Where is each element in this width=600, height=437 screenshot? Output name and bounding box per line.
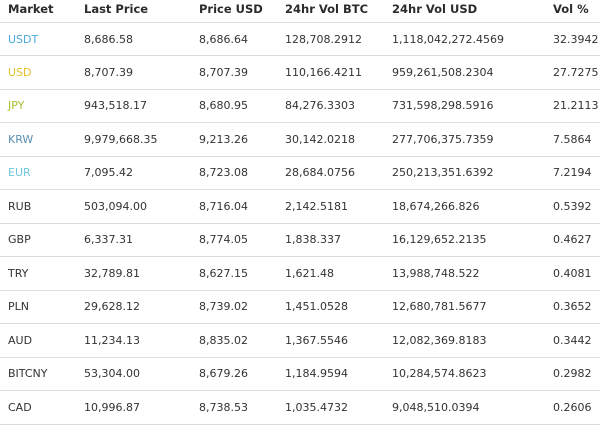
vol-btc-cell: 28,684.0756 xyxy=(285,156,392,190)
last-price-cell: 943,518.17 xyxy=(84,89,199,123)
last-price-cell: 11,234.13 xyxy=(84,323,199,358)
vol-pct-cell: 7.2194 xyxy=(553,156,600,190)
price-usd-cell: 8,679.26 xyxy=(199,357,285,391)
last-price-cell: 8,707.39 xyxy=(84,55,199,90)
vol-usd-cell: 16,129,652.2135 xyxy=(392,223,553,257)
last-price-cell: 32,789.81 xyxy=(84,256,199,291)
vol-pct-cell: 0.2606 xyxy=(553,390,600,425)
market-cell[interactable]: EUR xyxy=(0,156,84,190)
column-header-market[interactable]: Market xyxy=(0,0,84,23)
vol-btc-cell: 84,276.3303 xyxy=(285,89,392,123)
vol-btc-cell: 1,035.4732 xyxy=(285,390,392,425)
price-usd-cell: 8,738.53 xyxy=(199,390,285,425)
table-row: JPY 943,518.17 8,680.95 84,276.3303 731,598,… xyxy=(0,89,600,123)
market-cell[interactable]: JPY xyxy=(0,89,84,123)
last-price-cell: 9,979,668.35 xyxy=(84,122,199,157)
table-row: PLN 29,628.12 8,739.02 1,451.0528 12,680,781… xyxy=(0,290,600,324)
column-header-vol-usd[interactable]: 24hr Vol USD xyxy=(392,0,553,23)
price-usd-cell: 8,716.04 xyxy=(199,189,285,224)
vol-pct-cell: 0.5392 xyxy=(553,189,600,224)
header-row: Market Last Price Price USD 24hr Vol BTC… xyxy=(0,0,600,23)
column-header-last-price[interactable]: Last Price xyxy=(84,0,199,23)
price-usd-cell: 8,627.15 xyxy=(199,256,285,291)
vol-btc-cell: 30,142.0218 xyxy=(285,122,392,157)
price-usd-cell: 8,835.02 xyxy=(199,323,285,358)
vol-pct-cell: 21.2113 xyxy=(553,89,600,123)
column-header-vol-btc[interactable]: 24hr Vol BTC xyxy=(285,0,392,23)
market-cell[interactable]: USDT xyxy=(0,22,84,56)
last-price-cell: 29,628.12 xyxy=(84,290,199,324)
table-row: USDT 8,686.58 8,686.64 128,708.2912 1,118,04… xyxy=(0,22,600,56)
table-row: BITCNY 53,304.00 8,679.26 1,184.9594 10,284,… xyxy=(0,357,600,391)
price-usd-cell: 8,686.64 xyxy=(199,22,285,56)
vol-pct-cell: 32.3942 xyxy=(553,22,600,56)
vol-btc-cell: 1,184.9594 xyxy=(285,357,392,391)
vol-usd-cell: 18,674,266.826 xyxy=(392,189,553,224)
price-usd-cell: 8,739.02 xyxy=(199,290,285,324)
vol-usd-cell: 12,082,369.8183 xyxy=(392,323,553,358)
vol-usd-cell: 10,284,574.8623 xyxy=(392,357,553,391)
market-cell[interactable]: TRY xyxy=(0,256,84,291)
vol-pct-cell: 0.4081 xyxy=(553,256,600,291)
last-price-cell: 8,686.58 xyxy=(84,22,199,56)
vol-pct-cell: 0.3652 xyxy=(553,290,600,324)
vol-usd-cell: 9,048,510.0394 xyxy=(392,390,553,425)
vol-usd-cell: 250,213,351.6392 xyxy=(392,156,553,190)
vol-btc-cell: 2,142.5181 xyxy=(285,189,392,224)
vol-btc-cell: 110,166.4211 xyxy=(285,55,392,90)
table-body: USDT 8,686.58 8,686.64 128,708.2912 1,118,04… xyxy=(0,22,600,425)
market-cell[interactable]: AUD xyxy=(0,323,84,358)
vol-usd-cell: 12,680,781.5677 xyxy=(392,290,553,324)
price-usd-cell: 8,774.05 xyxy=(199,223,285,257)
vol-btc-cell: 1,451.0528 xyxy=(285,290,392,324)
vol-usd-cell: 959,261,508.2304 xyxy=(392,55,553,90)
market-cell[interactable]: KRW xyxy=(0,122,84,157)
vol-btc-cell: 1,621.48 xyxy=(285,256,392,291)
vol-btc-cell: 1,367.5546 xyxy=(285,323,392,358)
last-price-cell: 503,094.00 xyxy=(84,189,199,224)
table-header: Market Last Price Price USD 24hr Vol BTC… xyxy=(0,0,600,23)
market-cell[interactable]: PLN xyxy=(0,290,84,324)
vol-usd-cell: 1,118,042,272.4569 xyxy=(392,22,553,56)
vol-btc-cell: 128,708.2912 xyxy=(285,22,392,56)
table-row: TRY 32,789.81 8,627.15 1,621.48 13,988,748.5… xyxy=(0,256,600,291)
price-usd-cell: 8,680.95 xyxy=(199,89,285,123)
market-cell[interactable]: GBP xyxy=(0,223,84,257)
table-row: KRW 9,979,668.35 9,213.26 30,142.0218 277,70… xyxy=(0,122,600,157)
price-usd-cell: 9,213.26 xyxy=(199,122,285,157)
vol-usd-cell: 731,598,298.5916 xyxy=(392,89,553,123)
vol-pct-cell: 0.4627 xyxy=(553,223,600,257)
price-usd-cell: 8,707.39 xyxy=(199,55,285,90)
vol-pct-cell: 7.5864 xyxy=(553,122,600,157)
table-row: USD 8,707.39 8,707.39 110,166.4211 959,261,5… xyxy=(0,55,600,90)
column-header-vol-pct[interactable]: Vol % xyxy=(553,0,600,23)
last-price-cell: 7,095.42 xyxy=(84,156,199,190)
table-row: GBP 6,337.31 8,774.05 1,838.337 16,129,652.2… xyxy=(0,223,600,257)
vol-pct-cell: 27.7275 xyxy=(553,55,600,90)
table-row: CAD 10,996.87 8,738.53 1,035.4732 9,048,510.… xyxy=(0,390,600,425)
column-header-price-usd[interactable]: Price USD xyxy=(199,0,285,23)
vol-pct-cell: 0.2982 xyxy=(553,357,600,391)
market-cell[interactable]: RUB xyxy=(0,189,84,224)
table-row: AUD 11,234.13 8,835.02 1,367.5546 12,082,369… xyxy=(0,323,600,358)
vol-pct-cell: 0.3442 xyxy=(553,323,600,358)
market-cell[interactable]: CAD xyxy=(0,390,84,425)
market-cell[interactable]: USD xyxy=(0,55,84,90)
last-price-cell: 10,996.87 xyxy=(84,390,199,425)
table-row: RUB 503,094.00 8,716.04 2,142.5181 18,674,26… xyxy=(0,189,600,224)
last-price-cell: 53,304.00 xyxy=(84,357,199,391)
vol-usd-cell: 277,706,375.7359 xyxy=(392,122,553,157)
market-volume-table: Market Last Price Price USD 24hr Vol BTC… xyxy=(0,0,600,425)
vol-btc-cell: 1,838.337 xyxy=(285,223,392,257)
price-usd-cell: 8,723.08 xyxy=(199,156,285,190)
vol-usd-cell: 13,988,748.522 xyxy=(392,256,553,291)
table-row: EUR 7,095.42 8,723.08 28,684.0756 250,213,35… xyxy=(0,156,600,190)
market-cell[interactable]: BITCNY xyxy=(0,357,84,391)
last-price-cell: 6,337.31 xyxy=(84,223,199,257)
